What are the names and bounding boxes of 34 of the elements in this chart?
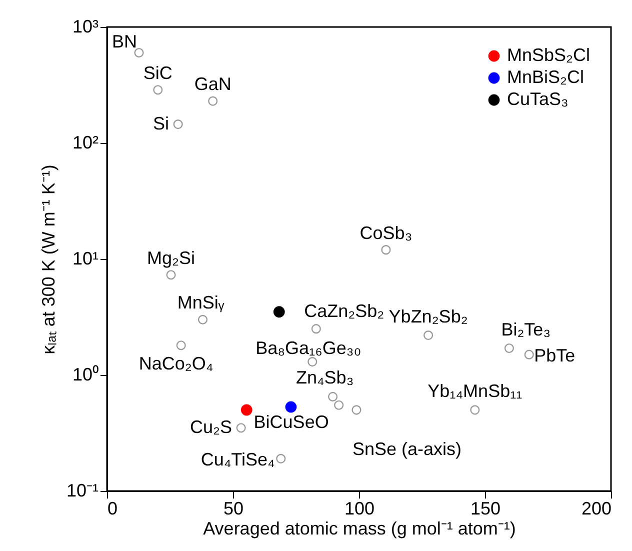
y-tick-label: 10⁻¹ [66,480,99,500]
legend-label: CuTaS₃ [507,89,568,109]
annotation: Si [153,113,170,134]
x-axis-title: Averaged atomic mass (g mol⁻¹ atom⁻¹) [203,518,516,538]
annotation: Mg₂Si [147,248,196,268]
annotation: PbTe [534,346,576,366]
annotation: Bi₂Te₃ [501,319,551,340]
annotation: MnSiᵧ [177,292,224,313]
y-tick-label: 10¹ [72,248,99,268]
x-tick-label: 0 [108,498,118,518]
annotation: BN [112,32,138,52]
annotation: YbZn₂Sb₂ [388,306,468,326]
annotation: Cu₂S [190,416,232,437]
annotation: Zn₄Sb₃ [296,368,354,388]
annotation: Cu₄TiSe₄ [200,450,275,470]
x-tick-label: 50 [223,498,244,518]
x-tick-label: 100 [344,498,375,518]
annotation: CoSb₃ [360,222,412,243]
y-tick-label: 10³ [72,16,99,36]
annotation: BiCuSeO [254,412,329,432]
annotation: Ba₈Ga₁₆Ge₃₀ [256,338,362,358]
annotation: GaN [194,74,232,94]
annotation: SnSe (a-axis) [352,438,462,459]
annotation: NaCo₂O₄ [138,353,214,374]
annotation: SiC [143,62,172,83]
legend-label: MnBiS₂Cl [507,67,584,87]
x-tick-label: 200 [581,498,612,518]
annotation: Yb₁₄MnSb₁₁ [428,380,522,401]
legend-label: MnSbS₂Cl [507,45,590,65]
y-axis-title: κₗₐₜ at 300 K (W m⁻¹ K⁻¹) [38,164,58,354]
y-tick-label: 10⁰ [72,364,98,384]
annotation: CaZn₂Sb₂ [304,300,384,321]
y-tick-label: 10² [72,132,99,152]
x-tick-label: 150 [470,498,501,518]
